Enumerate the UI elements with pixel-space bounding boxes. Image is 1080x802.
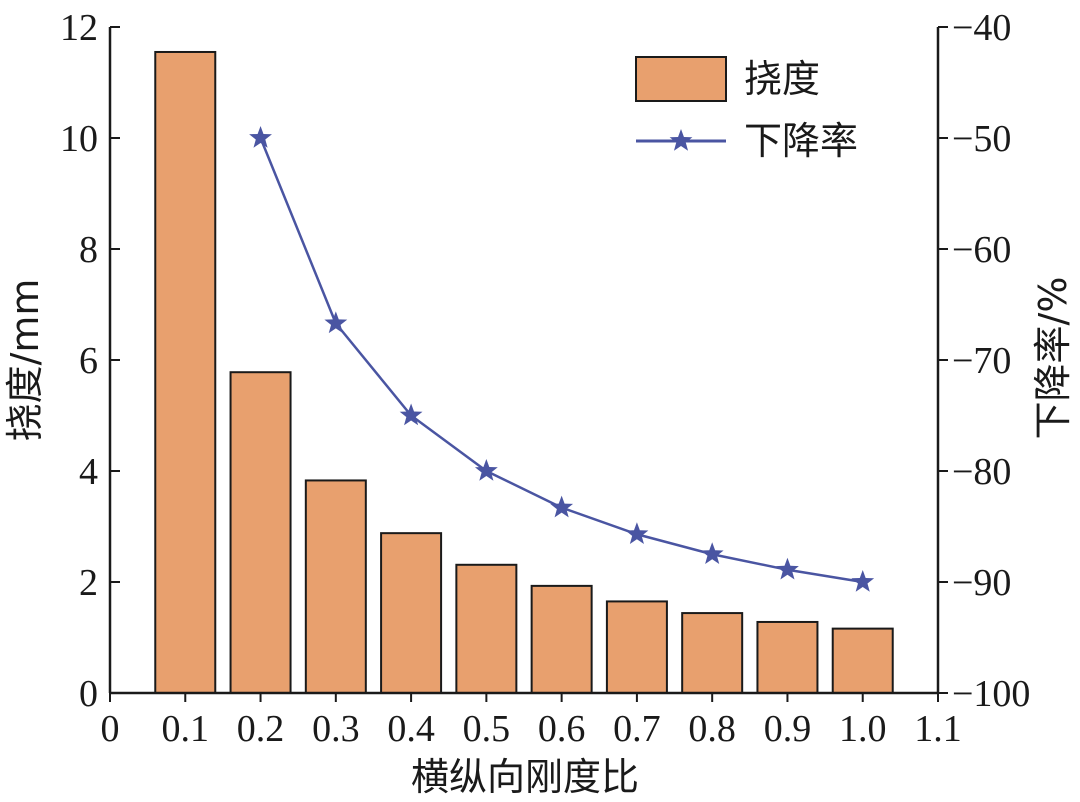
left-y-tick-label: 12 bbox=[60, 7, 98, 49]
x-tick-label: 0.7 bbox=[613, 708, 661, 750]
bar bbox=[681, 612, 744, 695]
left-y-tick-label: 2 bbox=[79, 562, 98, 604]
right-axis-title: 下降率/% bbox=[1031, 277, 1075, 440]
ticks-layer: 0 0.1 0.2 0.3 0.4 0.5 0.6 0.7 0.8 0.9 1.0 1.1 0 2 4 6 8 1… bbox=[60, 7, 1030, 750]
right-y-tick-label: −60 bbox=[952, 229, 1011, 271]
line-point-star bbox=[700, 542, 724, 564]
bar bbox=[605, 600, 668, 694]
x-tick-label: 1.0 bbox=[839, 708, 887, 750]
x-tick-label: 0.1 bbox=[162, 708, 210, 750]
x-tick-label: 0.2 bbox=[237, 708, 285, 750]
legend: 挠度 下降率 bbox=[635, 56, 858, 163]
left-y-tick-label: 8 bbox=[79, 229, 98, 271]
x-tick-label: 1.1 bbox=[914, 708, 962, 750]
line-point-star bbox=[249, 126, 272, 148]
legend-label-line: 下降率 bbox=[744, 119, 858, 163]
right-y-tick-label: −90 bbox=[952, 562, 1011, 604]
right-y-tick-label: −40 bbox=[952, 7, 1011, 49]
bar bbox=[831, 627, 894, 694]
bar bbox=[229, 371, 292, 694]
x-tick-label: 0.9 bbox=[764, 708, 812, 750]
line-point-star bbox=[550, 495, 574, 518]
line-point-star bbox=[324, 311, 348, 334]
left-y-tick-label: 0 bbox=[79, 673, 98, 715]
bar bbox=[380, 532, 443, 694]
left-y-tick-label: 4 bbox=[79, 451, 98, 493]
right-y-tick-label: −70 bbox=[952, 340, 1011, 382]
line-layer bbox=[249, 126, 875, 592]
x-tick-label: 0.3 bbox=[312, 708, 360, 750]
x-tick-label: 0.5 bbox=[463, 708, 511, 750]
line-point-star bbox=[399, 403, 423, 426]
line-point-star bbox=[625, 522, 649, 544]
legend-label-bar: 挠度 bbox=[744, 57, 820, 101]
legend-swatch-bar bbox=[635, 56, 727, 102]
bar bbox=[530, 584, 593, 695]
line-point-star bbox=[776, 557, 799, 580]
bar bbox=[304, 479, 367, 694]
line-point-star bbox=[474, 459, 498, 481]
bars-layer bbox=[154, 50, 894, 695]
left-y-tick-label: 6 bbox=[79, 340, 98, 382]
bar bbox=[455, 563, 518, 694]
x-axis-title: 横纵向刚度比 bbox=[411, 755, 639, 799]
x-tick-label: 0.4 bbox=[387, 708, 435, 750]
right-y-tick-label: −50 bbox=[952, 118, 1011, 160]
x-tick-label: 0 bbox=[101, 708, 120, 750]
left-y-tick-label: 10 bbox=[60, 118, 98, 160]
right-y-tick-label: −100 bbox=[952, 673, 1030, 715]
bar bbox=[154, 50, 217, 695]
right-y-tick-label: −80 bbox=[952, 451, 1011, 493]
bar bbox=[756, 620, 819, 695]
x-tick-label: 0.6 bbox=[538, 708, 586, 750]
left-axis-title: 挠度/mm bbox=[3, 279, 47, 442]
x-tick-label: 0.8 bbox=[688, 708, 736, 750]
line-point-star bbox=[851, 570, 875, 592]
legend-star-marker bbox=[669, 129, 693, 151]
